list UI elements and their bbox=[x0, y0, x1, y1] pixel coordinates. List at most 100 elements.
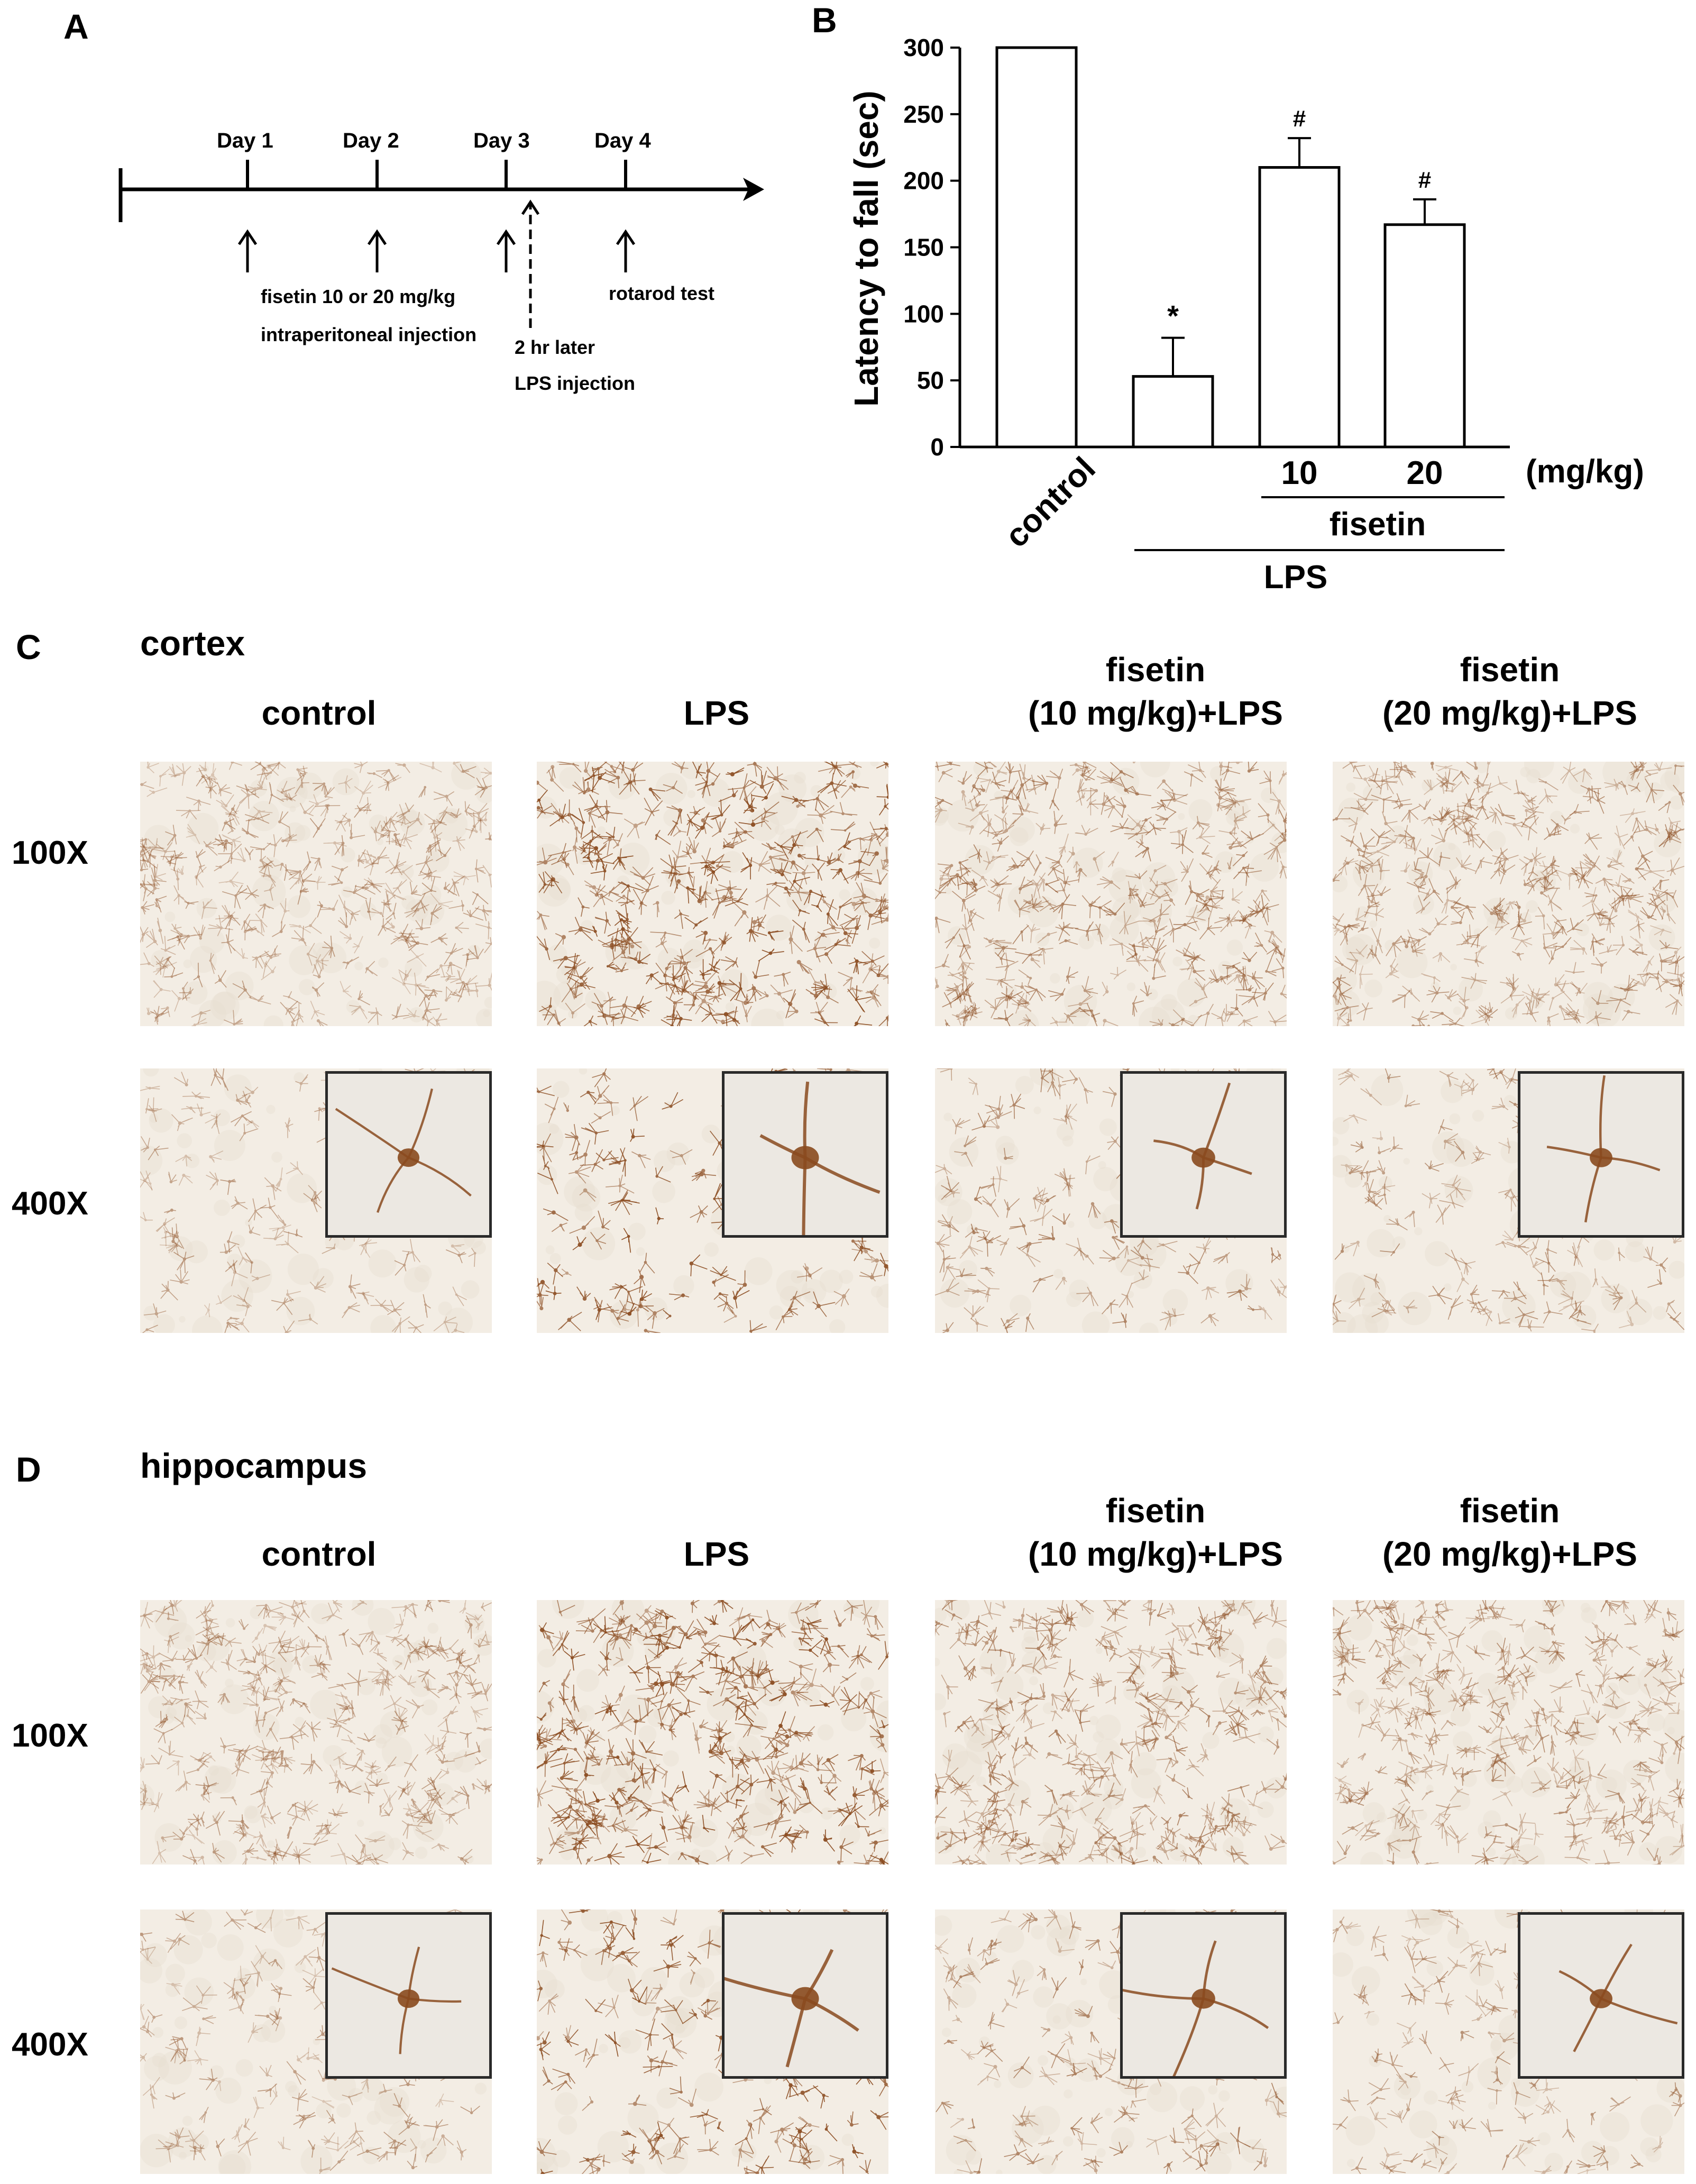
tissue-texture bbox=[1333, 1600, 1684, 1865]
day1-label: Day 1 bbox=[217, 129, 273, 153]
cortex-inset-zoom-3 bbox=[1518, 1071, 1684, 1238]
tissue-texture bbox=[1333, 762, 1684, 1026]
significance-mark-1: * bbox=[1167, 299, 1179, 333]
lps-injection-note: LPS injection bbox=[515, 372, 635, 395]
cortex-micrograph-100x-3 bbox=[1333, 762, 1684, 1026]
latency-bar-chart: 0 50 100 150 200 250 300 Latency to fall (sec) *… bbox=[847, 34, 1644, 596]
cortex-column-title-3: fisetin (20 mg/kg)+LPS bbox=[1325, 648, 1695, 735]
injection-arrowhead-day3 bbox=[496, 229, 516, 245]
cortex-micrograph-100x-0 bbox=[140, 762, 492, 1026]
bar-0 bbox=[995, 46, 1078, 449]
category-label-0: control bbox=[998, 450, 1103, 554]
cortex-micrograph-100x-2 bbox=[935, 762, 1287, 1026]
lps-timing-note: 2 hr later bbox=[515, 336, 595, 359]
inset-cell-drawing bbox=[759, 1081, 881, 1235]
day2-label: Day 2 bbox=[343, 129, 399, 153]
inset-cell-drawing bbox=[725, 1949, 859, 2068]
panel-b-letter: B bbox=[812, 0, 837, 40]
inset-cell-drawing bbox=[1153, 1082, 1252, 1210]
injection-route-note: intraperitoneal injection bbox=[261, 324, 476, 346]
hippocampus-column-title-2: fisetin (10 mg/kg)+LPS bbox=[970, 1489, 1341, 1576]
cortex-column-title-line2-1: LPS bbox=[531, 691, 902, 735]
significance-mark-2: # bbox=[1293, 106, 1306, 132]
cortex-inset-zoom-2 bbox=[1120, 1071, 1287, 1238]
inset-cell-drawing bbox=[335, 1088, 472, 1213]
hippocampus-micrograph-400x-0 bbox=[140, 1909, 492, 2174]
day3-label: Day 3 bbox=[473, 129, 530, 153]
fisetin-dose-note: fisetin 10 or 20 mg/kg bbox=[261, 286, 455, 308]
rotarod-arrowhead-day4 bbox=[616, 229, 636, 245]
injection-arrowhead-day1 bbox=[237, 229, 258, 245]
unit-label: (mg/kg) bbox=[1526, 453, 1644, 490]
category-label-3: 20 bbox=[1407, 455, 1443, 491]
hippocampus-micrograph-100x-1 bbox=[537, 1600, 888, 1865]
cortex-column-title-line2-2: (10 mg/kg)+LPS bbox=[970, 691, 1341, 735]
y-tick-label-0: 0 bbox=[930, 433, 944, 461]
cortex-column-title-line1-0 bbox=[134, 648, 504, 691]
cortex-column-title-line2-0: control bbox=[134, 691, 504, 735]
hippocampus-inset-zoom-3 bbox=[1518, 1912, 1684, 2079]
significance-mark-3: # bbox=[1418, 167, 1431, 193]
panel-a-letter: A bbox=[63, 6, 89, 47]
fisetin-group-label: fisetin bbox=[1330, 506, 1426, 543]
cortex-micrograph-100x-1 bbox=[537, 762, 888, 1026]
cortex-column-title-line1-3: fisetin bbox=[1325, 648, 1695, 691]
tissue-texture bbox=[537, 762, 888, 1026]
hippocampus-column-title-1: LPS bbox=[531, 1489, 902, 1576]
y-tick-label-1: 50 bbox=[917, 367, 944, 394]
cortex-column-title-1: LPS bbox=[531, 648, 902, 735]
cortex-column-title-line2-3: (20 mg/kg)+LPS bbox=[1325, 691, 1695, 735]
lps-group-label: LPS bbox=[1264, 559, 1328, 596]
hippocampus-inset-zoom-2 bbox=[1120, 1912, 1287, 2079]
inset-cell-drawing bbox=[331, 1947, 462, 2054]
inset-cell-drawing bbox=[1123, 1940, 1269, 2076]
y-tick-label-4: 200 bbox=[903, 167, 944, 195]
hippocampus-micrograph-400x-2 bbox=[935, 1909, 1287, 2174]
hippocampus-micrograph-400x-1 bbox=[537, 1909, 888, 2174]
tissue-texture bbox=[140, 1600, 492, 1865]
inset-cell-drawing bbox=[1546, 1075, 1661, 1223]
hippocampus-column-title-line1-2: fisetin bbox=[970, 1489, 1341, 1532]
hippocampus-column-title-0: control bbox=[134, 1489, 504, 1576]
timeline-arrowhead bbox=[743, 178, 764, 201]
hippocampus-region-label: hippocampus bbox=[140, 1446, 367, 1486]
panel-d-letter: D bbox=[16, 1449, 41, 1489]
y-tick-label-5: 250 bbox=[903, 100, 944, 128]
cortex-column-title-0: control bbox=[134, 648, 504, 735]
hippocampus-micrograph-100x-3 bbox=[1333, 1600, 1684, 1865]
cortex-inset-zoom-1 bbox=[722, 1071, 888, 1238]
lps-dashed-arrowhead bbox=[521, 199, 540, 215]
hippocampus-column-title-line2-0: control bbox=[134, 1532, 504, 1576]
hippocampus-micrograph-100x-0 bbox=[140, 1600, 492, 1865]
cortex-micrograph-400x-3 bbox=[1333, 1068, 1684, 1333]
cortex-micrograph-400x-2 bbox=[935, 1068, 1287, 1333]
rotarod-test-note: rotarod test bbox=[609, 282, 714, 305]
bar-1 bbox=[1132, 375, 1214, 449]
hippocampus-column-title-line2-3: (20 mg/kg)+LPS bbox=[1325, 1532, 1695, 1576]
inset-cell-drawing bbox=[1559, 1943, 1678, 2052]
bar-3 bbox=[1383, 223, 1466, 449]
hippocampus-column-title-line2-2: (10 mg/kg)+LPS bbox=[970, 1532, 1341, 1576]
cortex-region-label: cortex bbox=[140, 623, 245, 663]
cortex-micrograph-400x-0 bbox=[140, 1068, 492, 1333]
injection-arrowhead-day2 bbox=[367, 229, 387, 245]
tissue-texture bbox=[537, 1600, 888, 1865]
cortex-column-title-line1-1 bbox=[531, 648, 902, 691]
hippocampus-column-title-line1-1 bbox=[531, 1489, 902, 1532]
category-label-2: 10 bbox=[1281, 455, 1318, 491]
y-tick-label-6: 300 bbox=[903, 34, 944, 61]
tissue-texture bbox=[140, 762, 492, 1026]
hippocampus-micrograph-400x-3 bbox=[1333, 1909, 1684, 2174]
hippocampus-row-label-100x: 100X bbox=[12, 1717, 88, 1754]
y-tick-label-2: 100 bbox=[903, 300, 944, 327]
cortex-micrograph-400x-1 bbox=[537, 1068, 888, 1333]
tissue-texture bbox=[935, 1600, 1287, 1865]
hippocampus-row-label-400x: 400X bbox=[12, 2026, 88, 2063]
hippocampus-column-title-line2-1: LPS bbox=[531, 1532, 902, 1576]
tissue-texture bbox=[935, 762, 1287, 1026]
timeline-diagram bbox=[118, 160, 764, 328]
cortex-column-title-line1-2: fisetin bbox=[970, 648, 1341, 691]
hippocampus-inset-zoom-0 bbox=[325, 1912, 492, 2079]
bar-2 bbox=[1258, 166, 1341, 449]
hippocampus-micrograph-100x-2 bbox=[935, 1600, 1287, 1865]
